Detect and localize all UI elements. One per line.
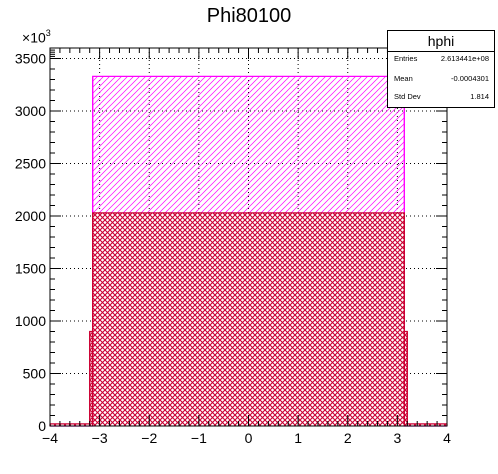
x-tick-label: 0 — [245, 430, 253, 446]
y-tick-label: 1500 — [15, 261, 46, 277]
y-exponent-power: 3 — [45, 28, 51, 38]
y-tick-label: 3500 — [15, 51, 46, 67]
stats-mean-value: -0.0004301 — [451, 74, 489, 83]
y-tick-label: 2500 — [15, 156, 46, 172]
stats-row-entries: Entries 2.613441e+08 — [388, 53, 494, 65]
y-tick-label: 3000 — [15, 103, 46, 119]
x-tick-label: −2 — [141, 430, 157, 446]
x-tick-label: 2 — [344, 430, 352, 446]
x-tick-label: −1 — [191, 430, 207, 446]
stats-stddev-value: 1.814 — [470, 92, 489, 101]
axes: −4 −3 −2 −1 0 1 2 3 4 0 500 1000 1500 2000 2500 3000 350… — [15, 48, 451, 446]
stats-stddev-label: Std Dev — [394, 92, 421, 101]
y-tick-label: 500 — [23, 366, 47, 382]
y-exponent-base: 10 — [30, 29, 46, 46]
x-tick-label: 1 — [294, 430, 302, 446]
chart-title: Phi80100 — [206, 5, 292, 27]
inner_histogram-bin — [89, 331, 93, 426]
inner_histogram-bin — [404, 331, 408, 426]
stats-mean-label: Mean — [394, 74, 413, 83]
stats-entries-value: 2.613441e+08 — [440, 54, 489, 63]
stats-title: hphi — [388, 31, 494, 52]
y-tick-label: 0 — [38, 418, 46, 434]
y-axis-exponent: ×103 — [22, 28, 51, 46]
x-tick-label: 4 — [443, 430, 451, 446]
stats-row-stddev: Std Dev 1.814 — [388, 91, 494, 103]
histogram-bars — [49, 75, 448, 427]
y-tick-label: 2000 — [15, 208, 46, 224]
inner_histogram-bin — [92, 212, 405, 426]
stats-entries-label: Entries — [394, 54, 418, 63]
stats-box: hphi Entries 2.613441e+08 Mean -0.000430… — [387, 30, 495, 108]
stats-row-mean: Mean -0.0004301 — [388, 73, 494, 85]
x-tick-label: −3 — [92, 430, 108, 446]
x-tick-label: −4 — [42, 430, 58, 446]
y-tick-label: 1000 — [15, 313, 46, 329]
x-tick-label: 3 — [393, 430, 401, 446]
